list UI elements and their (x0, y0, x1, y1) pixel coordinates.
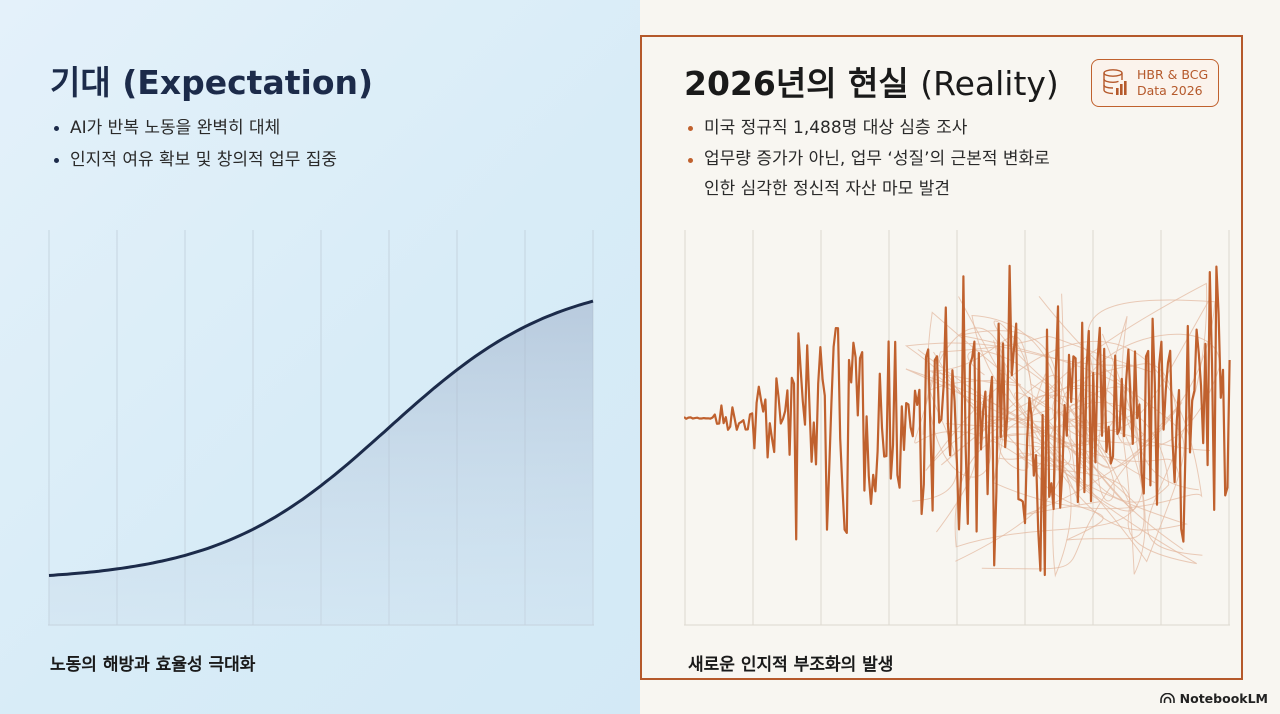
expectation-bullet: AI가 반복 노동을 완벽히 대체 (50, 112, 337, 144)
reality-title-bold: 2026년의 현실 (684, 64, 909, 103)
tangle-line (945, 330, 1144, 578)
reality-wave-line (684, 264, 1231, 577)
expectation-area (49, 301, 593, 625)
reality-title: 2026년의 현실 (Reality) (684, 57, 1059, 105)
tangle-line (940, 299, 1216, 515)
brand-mark: NotebookLM (1159, 691, 1268, 706)
tangle-line (1061, 388, 1170, 575)
database-chart-icon (1103, 69, 1127, 95)
reality-title-normal: (Reality) (920, 64, 1059, 103)
reality-panel (640, 0, 1280, 714)
source-badge: HBR & BCG Data 2026 (1091, 59, 1219, 107)
reality-caption: 새로운 인지적 부조화의 발생 (688, 655, 894, 675)
reality-noise-chart (684, 230, 1231, 626)
expectation-line (48, 299, 594, 577)
expectation-bullet: 인지적 여유 확보 및 창의적 업무 집중 (50, 144, 337, 176)
reality-bullet: 업무량 증가가 아닌, 업무 ‘성질’의 근본적 변화로 인한 심각한 정신적 … (684, 144, 1050, 204)
badge-line-1: HBR & BCG (1137, 67, 1209, 82)
badge-text: HBR & BCG Data 2026 (1137, 67, 1208, 99)
expectation-bullets: AI가 반복 노동을 완벽히 대체 인지적 여유 확보 및 창의적 업무 집중 (50, 112, 337, 176)
reality-bullet: 미국 정규직 1,488명 대상 심층 조사 (684, 112, 1050, 144)
reality-frame (640, 35, 1243, 680)
expectation-title: 기대 (Expectation) (50, 63, 374, 102)
expectation-caption: 노동의 해방과 효율성 극대화 (50, 655, 256, 675)
badge-line-2: Data 2026 (1137, 83, 1203, 98)
expectation-curve-chart (48, 230, 594, 626)
brand-name: NotebookLM (1179, 691, 1268, 706)
reality-bullets: 미국 정규직 1,488명 대상 심층 조사 업무량 증가가 아닌, 업무 ‘성… (684, 112, 1050, 204)
notebooklm-logo-icon (1159, 693, 1175, 703)
